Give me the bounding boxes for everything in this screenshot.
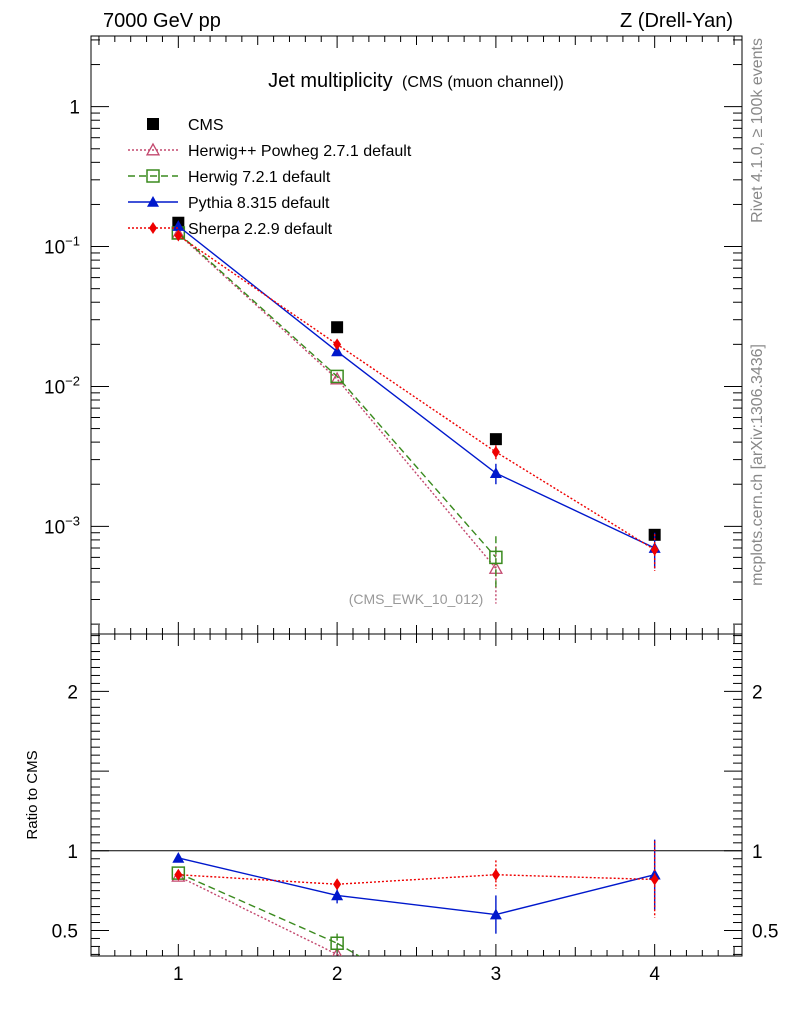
data-point — [331, 345, 344, 357]
y-tick-label-main: 10−2 — [44, 373, 80, 398]
series-line — [177, 225, 655, 549]
y-tick-label-ratio: 2 — [67, 682, 78, 703]
data-point — [333, 338, 342, 351]
data-point — [489, 467, 502, 478]
legend-label: Pythia 8.315 default — [188, 195, 330, 212]
legend-item: Herwig 7.2.1 default — [128, 169, 331, 186]
series-line — [177, 234, 656, 551]
ratio-line — [178, 875, 338, 956]
x-tick-label: 3 — [491, 964, 502, 985]
ratio-line — [178, 857, 655, 916]
main-series-group — [171, 216, 661, 604]
ratio-ylabel: Ratio to CMS — [24, 750, 41, 839]
legend-marker — [147, 196, 159, 207]
series-sherpa-2-2-9-default — [174, 229, 659, 571]
y-tick-label-ratio-right: 1 — [752, 842, 763, 863]
legend-label: CMS — [188, 117, 224, 134]
series-cms — [172, 216, 661, 541]
x-tick-label: 1 — [173, 964, 184, 985]
y-tick-label-ratio: 0.5 — [52, 921, 78, 942]
plot-title-sub: (CMS (muon channel)) — [402, 74, 564, 91]
legend-marker — [149, 222, 157, 234]
plot-title: Jet multiplicity (CMS (muon channel)) — [268, 70, 564, 92]
series-herwig-7-2-1-default — [171, 226, 503, 591]
data-point — [489, 550, 503, 565]
ratio-point — [331, 889, 344, 901]
legend-item: Pythia 8.315 default — [128, 195, 330, 212]
legend-item: Herwig++ Powheg 2.7.1 default — [128, 142, 412, 160]
legend-item: Sherpa 2.2.9 default — [128, 221, 333, 238]
x-tick-label: 2 — [332, 964, 343, 985]
ratio-herwig-7-2-1-default — [171, 866, 361, 956]
data-point — [330, 371, 345, 385]
ratio-point — [332, 947, 343, 956]
ratio-point — [333, 878, 342, 891]
ratio-sherpa-2-2-9-default — [174, 841, 659, 918]
ratio-herwig-powheg-2-7-1-default — [171, 868, 343, 956]
ratio-series-group — [171, 839, 661, 956]
y-tick-label-ratio: 1 — [67, 842, 78, 863]
y-tick-label-main: 1 — [69, 98, 80, 119]
x-tick-label: 4 — [649, 964, 660, 985]
legend: CMS Herwig++ Powheg 2.7.1 default Herwig 7… — [128, 117, 412, 238]
ratio-point — [489, 908, 502, 920]
ratio-pythia-8-315-default — [172, 839, 661, 934]
legend-label: Sherpa 2.2.9 default — [188, 221, 333, 238]
data-point — [650, 543, 659, 556]
ratio-point — [330, 936, 344, 950]
series-herwig-powheg-2-7-1-default — [171, 226, 503, 604]
ratio-point — [650, 873, 659, 886]
ratio-line — [178, 874, 655, 885]
data-point — [174, 229, 183, 242]
data-point — [331, 321, 344, 334]
source-label: mcplots.cern.ch [arXiv:1306.3436] — [749, 344, 766, 586]
y-tick-label-main: 10−3 — [44, 513, 80, 538]
series-line — [177, 233, 497, 569]
analysis-id: (CMS_EWK_10_012) — [349, 591, 484, 607]
header-left: 7000 GeV pp — [103, 10, 221, 32]
axes: 1 2 3 4 1 10−1 10−2 10−3 0.5 0.5 1 1 2 2 — [44, 36, 778, 985]
ratio-plot-frame — [90, 633, 743, 957]
ratio-line-offscale — [336, 953, 342, 956]
legend-marker — [145, 142, 161, 156]
data-point — [172, 220, 185, 231]
legend-marker — [147, 118, 159, 130]
legend-label: Herwig 7.2.1 default — [188, 169, 331, 186]
header-right: Z (Drell-Yan) — [620, 10, 733, 32]
y-tick-label-ratio-right: 2 — [752, 682, 763, 703]
plot-title-main: Jet multiplicity — [268, 70, 392, 92]
legend-label: Herwig++ Powheg 2.7.1 default — [188, 143, 412, 160]
rivet-version-label: Rivet 4.1.0, ≥ 100k events — [749, 38, 766, 223]
series-line — [177, 232, 497, 558]
y-tick-label-main: 10−1 — [44, 234, 80, 259]
ratio-point — [174, 868, 183, 881]
ratio-point — [491, 868, 500, 881]
series-pythia-8-315-default — [172, 220, 661, 569]
legend-marker — [146, 169, 160, 183]
ratio-line — [178, 872, 338, 944]
data-point — [489, 433, 502, 446]
y-tick-label-ratio-right: 0.5 — [752, 921, 778, 942]
legend-item: CMS — [147, 117, 224, 134]
ratio-point — [172, 851, 185, 863]
data-point — [330, 369, 344, 384]
data-point — [491, 445, 500, 458]
